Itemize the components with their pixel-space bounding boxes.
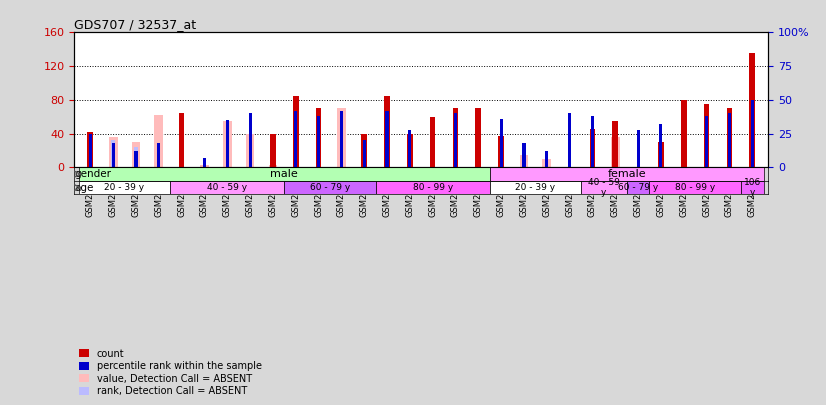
Bar — [751, 100, 754, 167]
Bar — [454, 113, 457, 167]
Bar — [658, 142, 664, 167]
Bar — [386, 111, 388, 167]
Text: 80 - 99 y: 80 - 99 y — [675, 183, 715, 192]
Bar — [728, 113, 731, 167]
Legend: count, percentile rank within the sample, value, Detection Call = ABSENT, rank, : count, percentile rank within the sample… — [79, 349, 262, 396]
Bar — [384, 96, 390, 167]
Bar — [705, 116, 708, 167]
Bar — [407, 134, 413, 167]
Bar — [490, 167, 763, 181]
Bar — [490, 181, 581, 194]
Bar — [284, 181, 376, 194]
Bar — [223, 121, 231, 167]
Bar — [637, 130, 639, 167]
Bar — [88, 134, 92, 167]
Bar — [681, 100, 686, 167]
Bar — [178, 113, 184, 167]
Bar — [522, 143, 525, 167]
Bar — [453, 108, 458, 167]
Bar — [294, 111, 297, 167]
Bar — [339, 111, 343, 167]
Bar — [203, 158, 206, 167]
Bar — [659, 124, 662, 167]
Bar — [590, 130, 596, 167]
Bar — [170, 181, 284, 194]
Bar — [316, 108, 321, 167]
Bar — [543, 159, 551, 167]
Bar — [109, 137, 117, 167]
Bar — [317, 116, 320, 167]
Bar — [270, 134, 276, 167]
Bar — [88, 132, 93, 167]
Bar — [79, 181, 170, 194]
Bar — [154, 115, 164, 167]
Text: 60 - 79 y: 60 - 79 y — [310, 183, 350, 192]
Text: 20 - 39 y: 20 - 39 y — [515, 183, 555, 192]
Bar — [200, 165, 209, 167]
Bar — [245, 134, 254, 167]
Bar — [268, 165, 278, 167]
Text: 40 - 59 y: 40 - 59 y — [207, 183, 247, 192]
Bar — [157, 143, 160, 167]
Bar — [134, 147, 138, 167]
Bar — [112, 143, 115, 167]
Bar — [545, 151, 548, 167]
Bar — [568, 113, 572, 167]
Bar — [337, 108, 346, 167]
Bar — [131, 142, 140, 167]
Bar — [520, 155, 529, 167]
Bar — [649, 181, 741, 194]
Text: GDS707 / 32537_at: GDS707 / 32537_at — [74, 18, 197, 31]
Bar — [727, 108, 732, 167]
Bar — [581, 181, 627, 194]
Text: 20 - 39 y: 20 - 39 y — [105, 183, 145, 192]
Text: 60 - 79 y: 60 - 79 y — [618, 183, 658, 192]
Bar — [363, 141, 366, 167]
Bar — [88, 132, 93, 167]
Bar — [500, 119, 503, 167]
Bar — [135, 151, 138, 167]
Bar — [376, 181, 490, 194]
Bar — [627, 181, 649, 194]
Bar — [293, 96, 298, 167]
Text: female: female — [607, 169, 646, 179]
Text: 80 - 99 y: 80 - 99 y — [412, 183, 453, 192]
Bar — [741, 181, 763, 194]
Bar — [249, 113, 252, 167]
Bar — [476, 108, 481, 167]
Text: 40 - 59
y: 40 - 59 y — [588, 178, 620, 197]
Bar — [591, 116, 594, 167]
Text: male: male — [270, 169, 298, 179]
Bar — [225, 120, 229, 167]
Bar — [749, 53, 755, 167]
Bar — [704, 104, 710, 167]
Bar — [498, 136, 504, 167]
Bar — [612, 121, 618, 167]
Text: age: age — [75, 183, 94, 193]
Text: gender: gender — [75, 169, 112, 179]
Bar — [79, 167, 490, 181]
Bar — [408, 130, 411, 167]
Bar — [362, 134, 367, 167]
Bar — [611, 137, 620, 167]
Bar — [750, 113, 754, 167]
Text: 106
y: 106 y — [743, 178, 761, 197]
Bar — [111, 141, 116, 167]
Bar — [430, 117, 435, 167]
